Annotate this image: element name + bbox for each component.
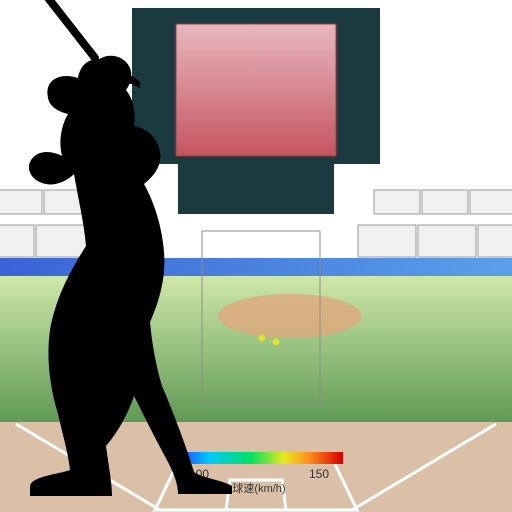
pitchers-mound [218, 294, 362, 338]
legend-tick: 150 [309, 467, 329, 481]
scoreboard-base [178, 164, 334, 214]
legend-gradient [175, 452, 343, 464]
legend-axis-label: 球速(km/h) [232, 481, 285, 495]
stands-lower-block [358, 225, 416, 257]
stands-upper-block [374, 190, 420, 214]
stands-upper-block [0, 190, 42, 214]
stands-lower-block [418, 225, 476, 257]
stands-lower-block [478, 225, 512, 257]
stands-upper-block [422, 190, 468, 214]
stands-upper-block [470, 190, 512, 214]
stands-lower-block [0, 225, 34, 257]
scoreboard-screen [176, 24, 336, 156]
